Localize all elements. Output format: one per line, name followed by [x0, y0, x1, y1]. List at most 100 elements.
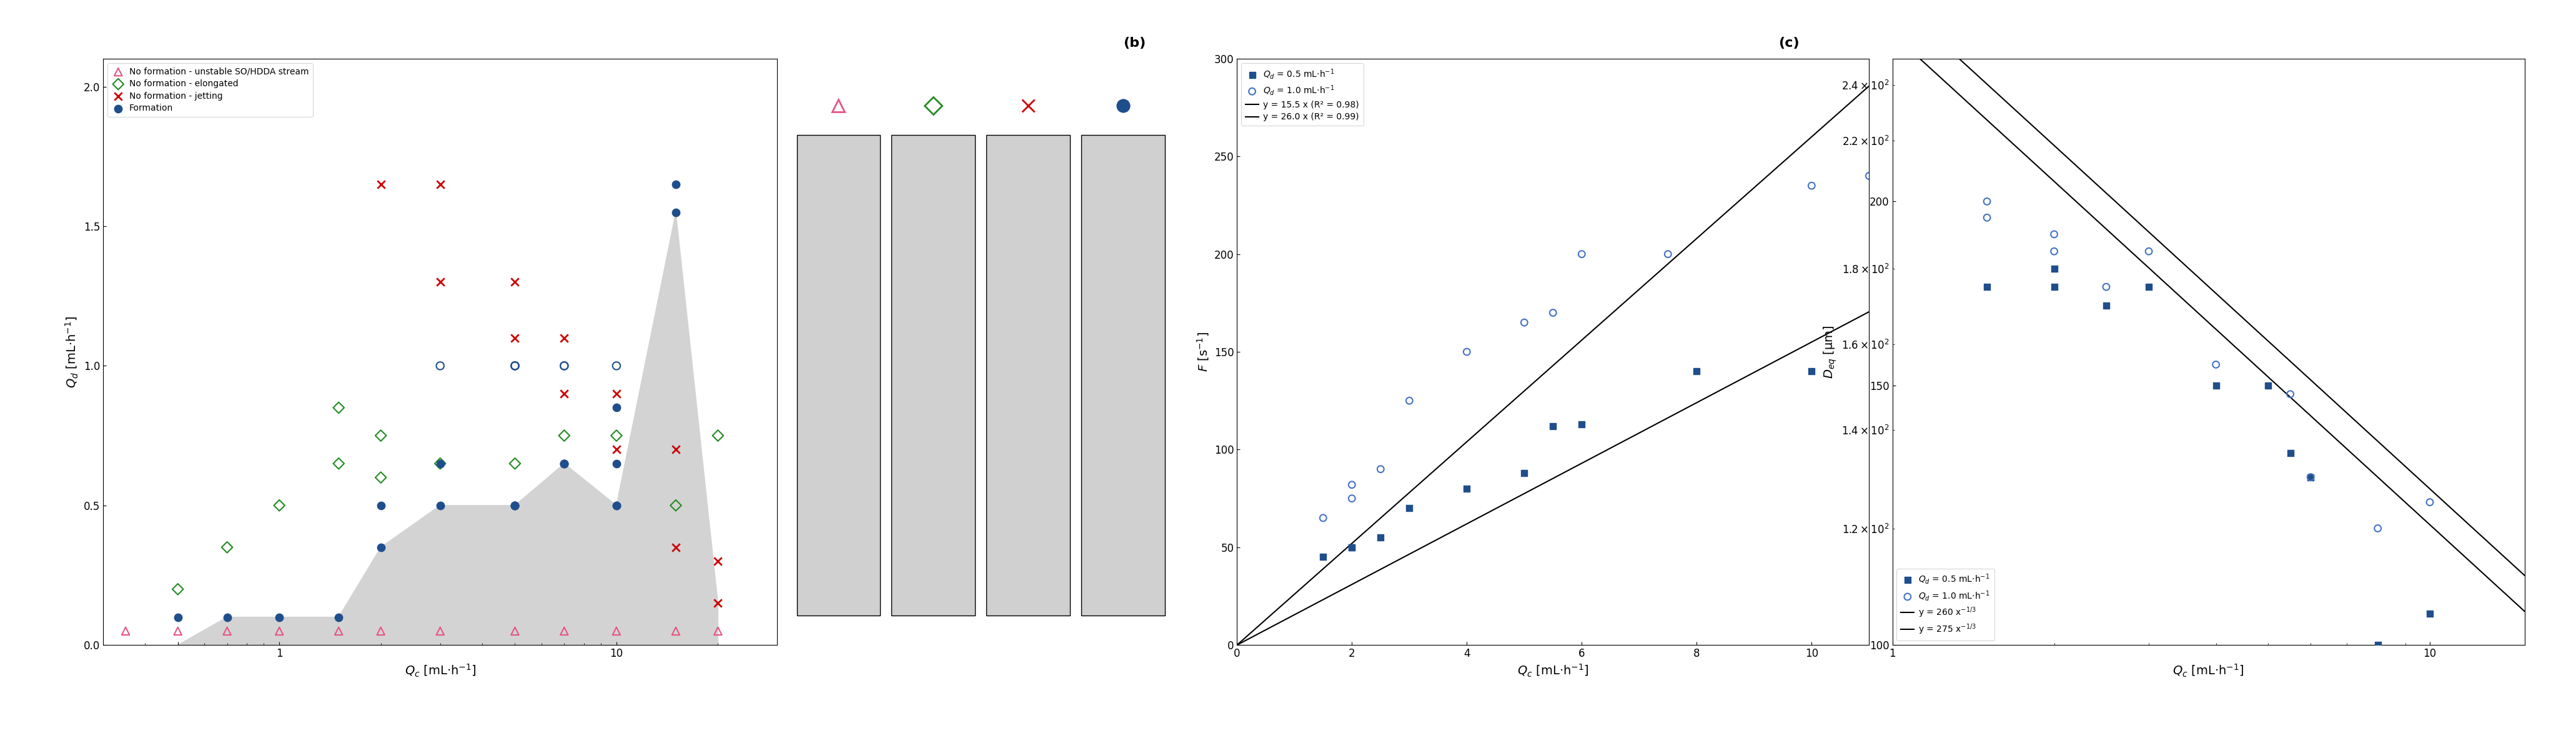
- $Q_d$ = 0.5 mL·h$^{-1}$: [1360, 531, 1401, 543]
- $Q_d$ = 1.0 mL·h$^{-1}$: [2409, 496, 2450, 508]
- $Q_d$ = 1.0 mL·h$^{-1}$: [1965, 196, 2007, 207]
- Line: y = 15.5 x (R² = 0.98): y = 15.5 x (R² = 0.98): [1236, 312, 1870, 645]
- Point: [495, 360, 536, 372]
- $Q_d$ = 0.5 mL·h$^{-1}$: [2128, 281, 2169, 292]
- No formation - unstable SO/HDDA stream: [698, 625, 739, 637]
- $Q_d$ = 0.5 mL·h$^{-1}$: [1965, 281, 2007, 292]
- $Q_d$ = 1.0 mL·h$^{-1}$: [1332, 479, 1373, 490]
- $Q_d$ = 0.5 mL·h$^{-1}$: [2246, 380, 2287, 391]
- No formation - unstable SO/HDDA stream: [595, 625, 636, 637]
- y = 26.0 x (R² = 0.99): [1221, 641, 1252, 649]
- No formation - unstable SO/HDDA stream: [361, 625, 402, 637]
- Point: [544, 360, 585, 372]
- No formation - elongated: [317, 402, 358, 413]
- y = 260 x$^{-1/3}$: [2509, 607, 2540, 616]
- Formation: [495, 500, 536, 512]
- $Q_d$ = 1.0 mL·h$^{-1}$: [1533, 307, 1574, 319]
- y = 275 x$^{-1/3}$: [2488, 553, 2519, 562]
- Point: [495, 360, 536, 372]
- y = 260 x$^{-1/3}$: [2177, 303, 2208, 312]
- $Q_d$ = 1.0 mL·h$^{-1}$: [2357, 523, 2398, 534]
- Point: [495, 360, 536, 372]
- $Q_d$ = 0.5 mL·h$^{-1}$: [1561, 419, 1602, 430]
- $Q_d$ = 0.5 mL·h$^{-1}$: [2032, 263, 2074, 275]
- y = 26.0 x (R² = 0.99): [1260, 607, 1291, 616]
- Text: (c): (c): [1777, 37, 1801, 49]
- Formation: [317, 611, 358, 623]
- y = 26.0 x (R² = 0.99): [1391, 492, 1422, 501]
- Formation: [654, 178, 696, 190]
- Line: y = 26.0 x (R² = 0.99): y = 26.0 x (R² = 0.99): [1236, 86, 1870, 645]
- $Q_d$ = 1.0 mL·h$^{-1}$: [1445, 346, 1486, 358]
- Formation: [157, 611, 198, 623]
- $Q_d$ = 1.0 mL·h$^{-1}$: [2195, 358, 2236, 370]
- $Q_d$ = 0.5 mL·h$^{-1}$: [1388, 502, 1430, 514]
- No formation - jetting: [544, 332, 585, 344]
- y = 275 x$^{-1/3}$: [2499, 561, 2530, 570]
- Formation: [544, 457, 585, 469]
- Formation: [595, 500, 636, 512]
- No formation - jetting: [361, 178, 402, 190]
- No formation - unstable SO/HDDA stream: [495, 625, 536, 637]
- Formation: [544, 457, 585, 469]
- Point: [595, 360, 636, 372]
- $Q_d$ = 0.5 mL·h$^{-1}$: [2290, 471, 2331, 483]
- y = 275 x$^{-1/3}$: [2177, 267, 2208, 276]
- y = 15.5 x (R² = 0.98): [1391, 552, 1422, 561]
- X-axis label: $Q_c$ [mL·h$^{-1}$]: $Q_c$ [mL·h$^{-1}$]: [2172, 663, 2244, 679]
- y = 15.5 x (R² = 0.98): [1260, 621, 1291, 630]
- Legend: $Q_d$ = 0.5 mL·h$^{-1}$, $Q_d$ = 1.0 mL·h$^{-1}$, y = 15.5 x (R² = 0.98), y = 26: $Q_d$ = 0.5 mL·h$^{-1}$, $Q_d$ = 1.0 mL·…: [1242, 63, 1363, 126]
- No formation - jetting: [654, 443, 696, 455]
- y = 260 x$^{-1/3}$: [2499, 597, 2530, 605]
- $Q_d$ = 0.5 mL·h$^{-1}$: [2269, 447, 2311, 459]
- Formation: [361, 500, 402, 512]
- No formation - jetting: [420, 276, 461, 288]
- $Q_d$ = 0.5 mL·h$^{-1}$: [1445, 483, 1486, 495]
- y = 275 x$^{-1/3}$: [1981, 89, 2012, 97]
- Formation: [420, 457, 461, 469]
- No formation - jetting: [654, 542, 696, 553]
- y = 15.5 x (R² = 0.98): [1221, 641, 1252, 649]
- y = 26.0 x (R² = 0.99): [1821, 110, 1852, 119]
- $Q_d$ = 1.0 mL·h$^{-1}$: [1790, 180, 1832, 191]
- Point: [544, 360, 585, 372]
- X-axis label: $Q_c$ [mL·h$^{-1}$]: $Q_c$ [mL·h$^{-1}$]: [404, 663, 477, 679]
- Formation: [654, 207, 696, 218]
- Text: (b): (b): [1123, 37, 1146, 49]
- $Q_d$ = 0.5 mL·h$^{-1}$: [2357, 639, 2398, 651]
- No formation - jetting: [420, 178, 461, 190]
- y = 26.0 x (R² = 0.99): [1340, 537, 1370, 545]
- y = 26.0 x (R² = 0.99): [1247, 618, 1278, 627]
- y = 15.5 x (R² = 0.98): [1855, 307, 1886, 316]
- No formation - unstable SO/HDDA stream: [654, 625, 696, 637]
- No formation - elongated: [595, 430, 636, 441]
- Formation: [595, 457, 636, 469]
- $Q_d$ = 1.0 mL·h$^{-1}$: [2087, 281, 2128, 292]
- Formation: [495, 500, 536, 512]
- $Q_d$ = 1.0 mL·h$^{-1}$: [2032, 246, 2074, 257]
- Y-axis label: $D_{eq}$ [μm]: $D_{eq}$ [μm]: [1821, 325, 1839, 379]
- Formation: [495, 500, 536, 512]
- y = 260 x$^{-1/3}$: [2488, 589, 2519, 598]
- No formation - elongated: [361, 430, 402, 441]
- $Q_d$ = 0.5 mL·h$^{-1}$: [1504, 467, 1546, 479]
- y = 15.5 x (R² = 0.98): [1801, 336, 1832, 345]
- $Q_d$ = 1.0 mL·h$^{-1}$: [1332, 493, 1373, 504]
- y = 260 x$^{-1/3}$: [2020, 160, 2050, 169]
- y = 275 x$^{-1/3}$: [1878, 0, 1909, 2]
- Point: [420, 360, 461, 372]
- No formation - unstable SO/HDDA stream: [157, 625, 198, 637]
- No formation - jetting: [698, 556, 739, 567]
- Formation: [495, 500, 536, 512]
- No formation - elongated: [317, 457, 358, 469]
- y = 275 x$^{-1/3}$: [2239, 325, 2269, 334]
- $Q_d$ = 1.0 mL·h$^{-1}$: [2290, 471, 2331, 483]
- No formation - unstable SO/HDDA stream: [317, 625, 358, 637]
- y = 260 x$^{-1/3}$: [1981, 125, 2012, 133]
- $Q_d$ = 0.5 mL·h$^{-1}$: [2409, 608, 2450, 619]
- No formation - elongated: [698, 430, 739, 441]
- Legend: $Q_d$ = 0.5 mL·h$^{-1}$, $Q_d$ = 1.0 mL·h$^{-1}$, y = 260 x$^{-1/3}$, y = 275 x$: $Q_d$ = 0.5 mL·h$^{-1}$, $Q_d$ = 1.0 mL·…: [1896, 568, 1994, 641]
- $Q_d$ = 1.0 mL·h$^{-1}$: [1388, 395, 1430, 407]
- No formation - jetting: [595, 443, 636, 455]
- No formation - elongated: [258, 500, 299, 512]
